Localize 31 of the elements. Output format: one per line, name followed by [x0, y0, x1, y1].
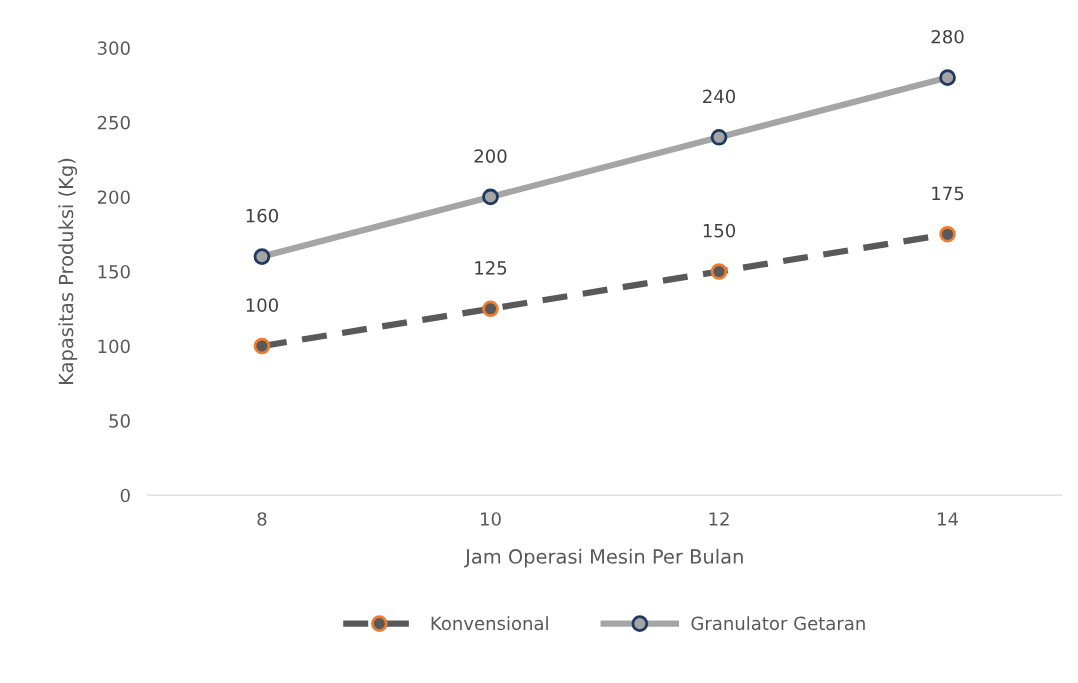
point: [482, 188, 499, 206]
point: [482, 300, 499, 318]
x-tick-label: 12: [709, 512, 729, 526]
point: [710, 263, 728, 280]
y-tick-label: 300: [97, 41, 130, 55]
y-tick-label: 0: [120, 488, 130, 503]
data-label: 160: [246, 208, 278, 223]
point: [253, 337, 271, 355]
x-tick-label: 8: [257, 512, 267, 526]
point: [939, 69, 956, 86]
x-tick-label: 14: [938, 512, 959, 526]
data-label: 125: [475, 261, 507, 275]
data-label: 100: [246, 298, 278, 312]
y-tick-label: 200: [97, 190, 130, 205]
y-axis-title: Kapasitas Produksi (Kg): [58, 158, 78, 384]
data-label: 240: [703, 89, 736, 104]
legend-label: Granulator Getaran: [691, 616, 865, 631]
data-label: 150: [703, 223, 736, 238]
x-tick-label: 10: [480, 512, 501, 526]
point: [939, 225, 956, 243]
legend-label: Konvensional: [431, 616, 548, 631]
point: [710, 128, 728, 146]
y-tick-label: 250: [97, 115, 130, 130]
data-label: 175: [932, 186, 964, 201]
y-tick-label: 150: [98, 264, 130, 279]
data-label: 200: [474, 149, 507, 163]
y-tick-label: 50: [109, 414, 130, 428]
data-label: 280: [931, 29, 964, 44]
point: [253, 248, 271, 265]
y-tick-label: 100: [98, 339, 130, 354]
x-axis-title: Jam Operasi Mesin Per Bulan: [464, 548, 743, 568]
